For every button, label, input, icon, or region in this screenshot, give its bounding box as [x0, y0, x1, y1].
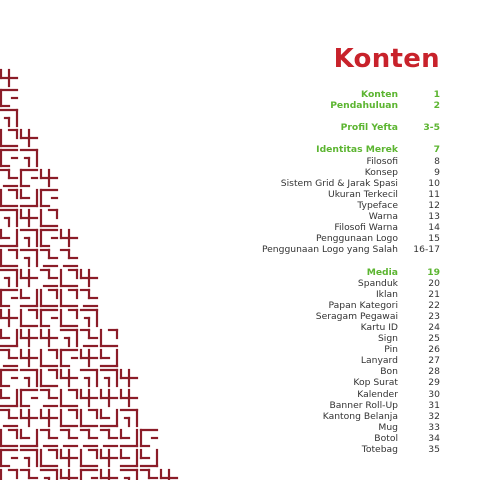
- toc-item-row[interactable]: Konsep 9: [180, 167, 440, 178]
- toc-page-number: 7: [433, 144, 440, 156]
- toc-item-row[interactable]: Penggunaan Logo 15: [180, 233, 440, 244]
- toc-page-number: 30: [428, 388, 440, 400]
- table-of-contents: Konten 1 Pendahuluan 2 Profil Yefta 3-5 Identi…: [180, 89, 440, 455]
- toc-label: Spanduk: [357, 277, 398, 289]
- toc-item-row[interactable]: Kalender 30: [180, 389, 440, 400]
- toc-item-row[interactable]: Sistem Grid & Jarak Spasi 10: [180, 178, 440, 189]
- toc-page-number: 27: [428, 355, 440, 367]
- toc-item-row[interactable]: Botol 34: [180, 433, 440, 444]
- toc-page-number: 22: [428, 299, 440, 311]
- toc-page-number: 28: [428, 366, 440, 378]
- toc-label: Iklan: [375, 288, 398, 300]
- toc-item-row[interactable]: Kantong Belanja 32: [180, 411, 440, 422]
- toc-label: Kalender: [357, 388, 398, 400]
- toc-section-row[interactable]: Identitas Merek 7: [180, 144, 440, 155]
- toc-spacer: [180, 255, 440, 266]
- toc-section-row[interactable]: Pendahuluan 2: [180, 100, 440, 111]
- toc-label: Lanyard: [360, 355, 398, 367]
- toc-page-number: 35: [428, 444, 440, 455]
- toc-label: Banner Roll-Up: [329, 399, 399, 411]
- toc-label: Penggunaan Logo: [315, 233, 398, 245]
- toc-item-row[interactable]: Sign 25: [180, 333, 440, 344]
- toc-section-row[interactable]: Media 19: [180, 267, 440, 278]
- toc-item-row[interactable]: Totebag 35: [180, 444, 440, 455]
- toc-page-number: 8: [434, 155, 440, 167]
- toc-page-number: 33: [428, 421, 440, 433]
- toc-item-row[interactable]: Pin 26: [180, 344, 440, 355]
- toc-label: Warna: [368, 211, 398, 223]
- toc-item-row[interactable]: Filosofi Warna 14: [180, 222, 440, 233]
- toc-page-number: 24: [428, 321, 440, 333]
- toc-page-number: 16-17: [413, 244, 440, 256]
- toc-page-number: 29: [428, 377, 440, 389]
- toc-item-row[interactable]: Kartu ID 24: [180, 322, 440, 333]
- toc-label: Totebag: [361, 444, 398, 455]
- maze-pattern-decoration: [0, 68, 179, 480]
- toc-item-row[interactable]: Warna 13: [180, 211, 440, 222]
- toc-page-number: 34: [428, 432, 440, 444]
- toc-page-number: 21: [428, 288, 440, 300]
- toc-item-row[interactable]: Ukuran Terkecil 11: [180, 189, 440, 200]
- toc-label: Sign: [377, 333, 398, 345]
- toc-label: Papan Kategori: [328, 299, 399, 311]
- toc-label: Kartu ID: [360, 321, 398, 333]
- toc-item-row[interactable]: Kop Surat 29: [180, 377, 440, 388]
- toc-page-number: 14: [428, 222, 440, 234]
- toc-spacer: [180, 133, 440, 144]
- toc-page-number: 32: [428, 410, 440, 422]
- toc-item-row[interactable]: Mug 33: [180, 422, 440, 433]
- toc-item-row[interactable]: Papan Kategori 22: [180, 299, 441, 311]
- toc-label: Ukuran Terkecil: [327, 188, 398, 200]
- toc-spacer: [180, 111, 440, 122]
- toc-page-number: 26: [428, 344, 440, 356]
- toc-label: Seragam Pegawai: [315, 310, 398, 322]
- toc-label: Kantong Belanja: [322, 410, 398, 422]
- toc-label: Filosofi: [366, 155, 398, 167]
- toc-item-row[interactable]: Filosofi 8: [180, 156, 440, 167]
- toc-page-number: 23: [428, 310, 440, 322]
- toc-label: Filosofi Warna: [334, 222, 398, 234]
- toc-item-row[interactable]: Spanduk 20: [180, 278, 440, 289]
- page-title: Konten: [333, 44, 440, 74]
- toc-section-row[interactable]: Konten 1: [180, 89, 440, 100]
- toc-section-row[interactable]: Profil Yefta 3-5: [180, 122, 440, 133]
- toc-page-number: 11: [428, 188, 440, 200]
- toc-label: Profil Yefta: [340, 122, 398, 134]
- toc-item-row[interactable]: Seragam Pegawai 23: [180, 311, 440, 322]
- toc-item-row[interactable]: Banner Roll-Up 31: [180, 399, 441, 411]
- toc-page-number: 9: [434, 166, 440, 178]
- toc-item-row[interactable]: Penggunaan Logo yang Salah 16-17: [180, 244, 440, 255]
- toc-label: Media: [366, 266, 398, 278]
- toc-item-row[interactable]: Typeface 12: [180, 200, 440, 211]
- toc-page-number: 20: [428, 277, 440, 289]
- toc-label: Penggunaan Logo yang Salah: [261, 244, 398, 256]
- toc-label: Sistem Grid & Jarak Spasi: [280, 177, 398, 189]
- toc-label: Mug: [378, 421, 398, 433]
- toc-label: Bon: [380, 366, 398, 378]
- toc-label: Konten: [361, 89, 398, 100]
- toc-label: Konsep: [364, 166, 398, 178]
- toc-page-number: 1: [433, 89, 440, 100]
- toc-label: Typeface: [357, 199, 398, 211]
- toc-label: Pin: [384, 344, 398, 356]
- toc-label: Kop Surat: [353, 377, 398, 389]
- toc-label: Pendahuluan: [330, 100, 398, 112]
- toc-page-number: 13: [428, 211, 440, 223]
- toc-label: Identitas Merek: [316, 144, 398, 156]
- toc-page-number: 25: [428, 333, 440, 345]
- toc-page-number: 3-5: [423, 122, 440, 134]
- toc-page-number: 19: [427, 266, 440, 278]
- toc-page-number: 15: [428, 233, 440, 245]
- toc-label: Botol: [374, 432, 398, 444]
- toc-item-row[interactable]: Lanyard 27: [180, 355, 440, 366]
- toc-page-number: 10: [428, 177, 440, 189]
- toc-item-row[interactable]: Bon 28: [180, 366, 440, 377]
- toc-page-number: 12: [428, 199, 440, 211]
- toc-page-number: 31: [428, 399, 440, 411]
- toc-page-number: 2: [433, 100, 440, 112]
- toc-item-row[interactable]: Iklan 21: [180, 289, 440, 300]
